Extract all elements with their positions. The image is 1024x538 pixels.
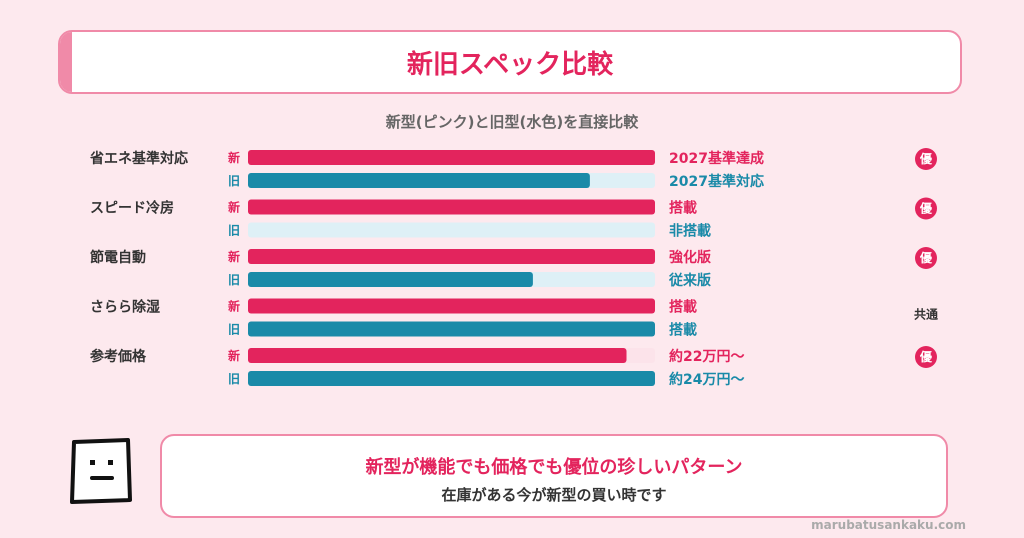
- series-tag-new: 新: [228, 200, 240, 215]
- value-label: 2027基準対応: [669, 173, 764, 190]
- verdict-label: 優: [919, 151, 933, 166]
- series-tag-new: 新: [228, 348, 240, 363]
- series-tag-new: 新: [228, 299, 240, 314]
- bar-track: [248, 222, 655, 238]
- comparison-chart: 省エネ基準対応新 2027基準達成旧 2027基準対応優スピード冷房新搭載旧 非搭載優…: [89, 148, 938, 388]
- title-accent: [60, 32, 72, 92]
- verdict-label: 優: [919, 250, 933, 265]
- value-label: 従来版: [668, 272, 711, 289]
- value-label: 搭載: [669, 299, 697, 316]
- title-box: 新旧スペック比較: [58, 30, 962, 94]
- series-tag-old: 旧: [228, 174, 240, 188]
- message-headline: 新型が機能でも価格でも優位の珍しいパターン: [365, 457, 743, 478]
- series-tag-new: 新: [228, 150, 240, 165]
- series-tag-old: 旧: [228, 224, 240, 238]
- message-subline: 在庫がある今が新型の買い時です: [441, 486, 667, 504]
- footer-site: marubatusankaku.com: [811, 518, 966, 532]
- category-label: さらら除湿: [90, 299, 160, 316]
- chart-subtitle: 新型(ピンク)と旧型(水色)を直接比較: [385, 113, 639, 131]
- category-label: 節電自動: [90, 249, 146, 266]
- value-label: 約24万円〜: [669, 371, 744, 388]
- series-tag-old: 旧: [228, 372, 240, 386]
- verdict-badge: [915, 247, 937, 269]
- value-label: 約22万円〜: [669, 348, 744, 365]
- value-label: 搭載: [669, 200, 697, 217]
- bar-old: [248, 272, 533, 287]
- bar-new: [248, 150, 655, 165]
- bar-new: [248, 348, 627, 363]
- verdict-badge: [915, 197, 937, 220]
- verdict-label: 優: [919, 201, 933, 216]
- verdict-label: 優: [919, 349, 933, 364]
- bar-new: [248, 249, 655, 264]
- value-label: 強化版: [669, 249, 711, 266]
- verdict-badge: [915, 346, 937, 368]
- series-tag-new: 新: [228, 249, 240, 264]
- verdict-label: 共通: [914, 307, 938, 322]
- value-label: 2027基準達成: [669, 150, 764, 167]
- bar-new: [248, 298, 655, 314]
- verdict-badge: [915, 148, 937, 170]
- bar-old: [248, 321, 655, 337]
- category-label: 参考価格: [90, 348, 147, 365]
- series-tag-old: 旧: [228, 273, 240, 287]
- category-label: スピード冷房: [90, 200, 174, 217]
- series-tag-old: 旧: [228, 323, 240, 337]
- value-label: 非搭載: [669, 223, 711, 240]
- bar-old: [248, 173, 590, 188]
- bar-new: [248, 199, 655, 215]
- category-label: 省エネ基準対応: [89, 150, 188, 167]
- page-title: 新旧スペック比較: [406, 49, 614, 80]
- face-icon: [68, 436, 134, 506]
- message-box: 新型が機能でも価格でも優位の珍しいパターン 在庫がある今が新型の買い時です: [160, 434, 948, 518]
- value-label: 搭載: [669, 322, 697, 339]
- bar-old: [248, 371, 655, 386]
